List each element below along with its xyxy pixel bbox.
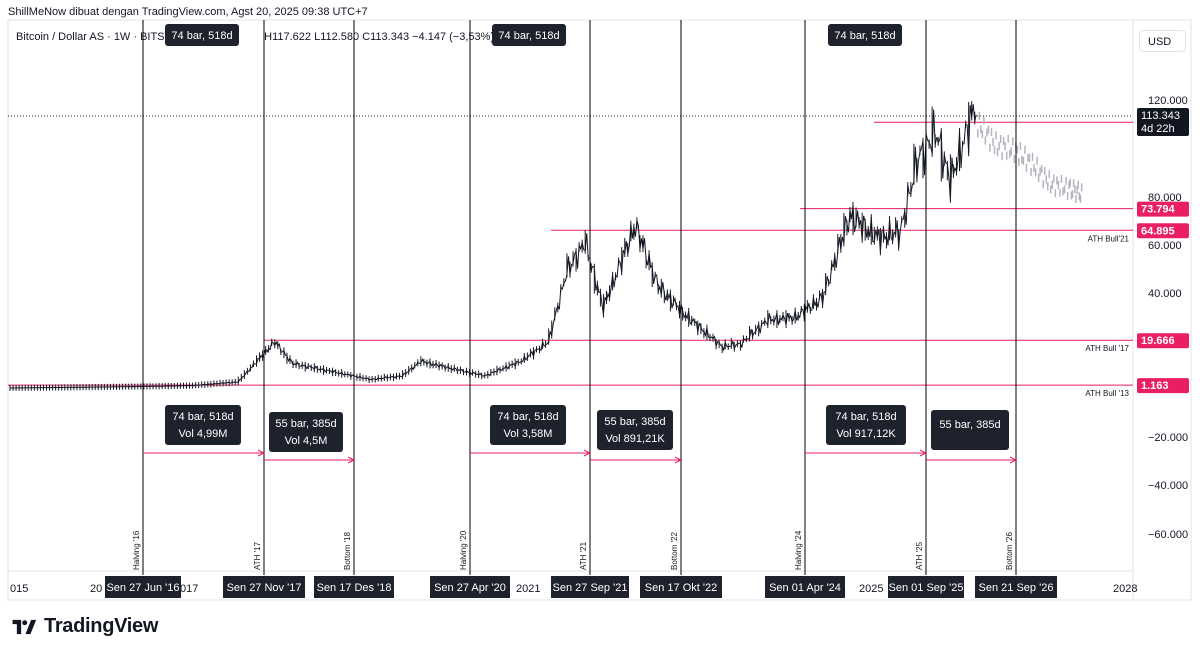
- top-range-box: [492, 24, 566, 46]
- cycle-line-label: ATH '17: [253, 541, 262, 570]
- date-tag: [105, 576, 181, 598]
- range-box: [165, 405, 241, 445]
- range-box: [269, 412, 343, 452]
- price-series-line: [9, 104, 977, 389]
- date-tag-label: Sen 17 Okt '22: [645, 582, 717, 594]
- currency-button[interactable]: USD: [1139, 30, 1186, 52]
- range-box-bars: 74 bar, 518d: [172, 411, 233, 423]
- range-arrowhead: [1009, 456, 1018, 464]
- date-tag: [430, 576, 510, 598]
- date-tag: [551, 576, 629, 598]
- range-box-bars: 74 bar, 518d: [835, 411, 896, 423]
- top-range-box: [828, 24, 902, 46]
- ohlc-values: H117.622 L112.580 C113.343 −4.147 (−3,53…: [264, 31, 495, 43]
- range-box-volume: Vol 917,12K: [836, 428, 896, 440]
- cycle-line-label: Halving '24: [794, 530, 803, 570]
- range-arrowhead: [257, 449, 266, 457]
- date-tag-label: Sen 27 Jun '16: [106, 582, 179, 594]
- y-tick-label: −60.000: [1148, 529, 1188, 541]
- top-range-box-label: 74 bar, 518d: [498, 30, 559, 42]
- price-level-tag: [1137, 378, 1189, 394]
- range-box: [597, 410, 673, 450]
- x-tick-label: 2025: [859, 583, 883, 595]
- top-range-box-label: 74 bar, 518d: [834, 30, 895, 42]
- tradingview-logo-icon: [12, 619, 37, 634]
- chart-header-title: ShillMeNow dibuat dengan TradingView.com…: [8, 6, 368, 18]
- range-arrowhead: [674, 456, 683, 464]
- date-tag-label: Sen 01 Sep '25: [889, 582, 964, 594]
- tradingview-logo[interactable]: TradingView: [10, 615, 158, 638]
- symbol-info[interactable]: Bitcoin / Dollar AS · 1W · BITST H117.62…: [16, 31, 494, 43]
- date-tag-label: Sen 27 Apr '20: [434, 582, 506, 594]
- date-tag-label: Sen 21 Sep '26: [979, 582, 1054, 594]
- x-tick-label: 2028: [1113, 583, 1137, 595]
- date-tag: [640, 576, 722, 598]
- symbol-name[interactable]: Bitcoin / Dollar AS · 1W · BITST: [16, 31, 172, 43]
- price-level-label: 64.895: [1141, 225, 1175, 237]
- x-tick-label: 015: [10, 583, 28, 595]
- date-tag: [975, 576, 1057, 598]
- range-arrowhead: [583, 449, 592, 457]
- x-tick-label: 2021: [516, 583, 540, 595]
- y-tick-label: 40.000: [1148, 288, 1182, 300]
- level-annotation: ATH Bull '13: [1085, 389, 1129, 398]
- range-box-bars: 55 bar, 385d: [939, 419, 1000, 431]
- price-level-label: 73.794: [1141, 204, 1176, 216]
- y-tick-label: 60.000: [1148, 240, 1182, 252]
- price-level-tag: [1137, 223, 1189, 239]
- y-tick-label: 120.000: [1148, 95, 1188, 107]
- date-tag-label: Sen 01 Apr '24: [769, 582, 841, 594]
- countdown-label: 4d 22h: [1141, 123, 1175, 135]
- date-tag: [888, 576, 964, 598]
- range-box: [826, 405, 906, 445]
- tradingview-logo-text: TradingView: [44, 615, 159, 637]
- date-tag-label: Sen 17 Des '18: [317, 582, 392, 594]
- chart-frame: [7, 19, 1192, 601]
- cycle-line-label: ATH '21: [579, 541, 588, 570]
- range-box: [931, 410, 1009, 450]
- price-level-tag: [1137, 333, 1189, 349]
- range-box-bars: 55 bar, 385d: [275, 418, 336, 430]
- level-annotation: ATH Bull'21: [1088, 234, 1130, 243]
- range-box: [490, 405, 566, 445]
- price-level-label: 1.163: [1141, 380, 1169, 392]
- date-tag-label: Sen 27 Sep '21: [553, 582, 628, 594]
- price-chart[interactable]: 120.000 80.000 60.000 40.000 −20.000 −40.000 −…: [0, 0, 1200, 610]
- level-annotation: ATH Bull '17: [1085, 344, 1129, 353]
- date-tag: [314, 576, 394, 598]
- range-arrowhead: [347, 456, 356, 464]
- cycle-line-label: Halving '20: [459, 530, 468, 570]
- range-box-bars: 74 bar, 518d: [497, 411, 558, 423]
- y-tick-label: −40.000: [1148, 480, 1188, 492]
- range-arrowhead: [919, 449, 928, 457]
- cycle-line-label: Bottom '26: [1005, 531, 1014, 570]
- y-tick-label: 80.000: [1148, 192, 1182, 204]
- range-box-volume: Vol 4,5M: [285, 435, 328, 447]
- date-tag: [765, 576, 845, 598]
- cycle-line-label: Bottom '18: [343, 531, 352, 570]
- x-tick-label: 20: [90, 583, 102, 595]
- date-tag-label: Sen 27 Nov '17: [227, 582, 302, 594]
- price-level-label: 19.666: [1141, 335, 1175, 347]
- y-tick-label: −20.000: [1148, 432, 1188, 444]
- top-range-box: [165, 24, 239, 46]
- current-price-label: 113.343: [1141, 110, 1180, 122]
- x-tick-label: 017: [180, 583, 198, 595]
- range-box-volume: Vol 891,21K: [605, 433, 665, 445]
- top-range-box-label: 74 bar, 518d: [171, 30, 232, 42]
- cycle-line-label: ATH '25: [915, 541, 924, 570]
- range-box-volume: Vol 4,99M: [179, 428, 228, 440]
- cycle-line-label: Bottom '22: [670, 531, 679, 570]
- current-price-tag: [1137, 108, 1189, 136]
- range-box-volume: Vol 3,58M: [504, 428, 553, 440]
- price-level-tag: [1137, 201, 1189, 217]
- range-box-bars: 55 bar, 385d: [604, 416, 665, 428]
- cycle-line-label: Halving '16: [132, 530, 141, 570]
- date-tag: [223, 576, 305, 598]
